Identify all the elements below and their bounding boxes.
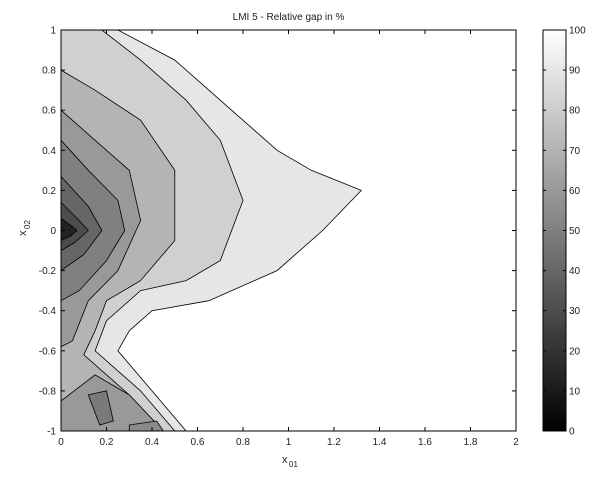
x-tick-label: 0.2 <box>100 437 114 448</box>
contour-region-50 <box>87 390 114 426</box>
x-axis-label-main: x <box>282 454 288 466</box>
colorbar-tick-label: 10 <box>569 386 581 397</box>
x-tick-label: 2 <box>513 437 519 448</box>
y-tick-label: -0.6 <box>39 346 57 357</box>
y-tick-label: 0 <box>50 226 56 237</box>
y-tick-label: -0.2 <box>39 266 57 277</box>
colorbar-tick-label: 30 <box>569 306 581 317</box>
y-axis-label-main: x <box>17 230 29 236</box>
colorbar-tick-label: 0 <box>569 427 575 438</box>
x-tick-label: 1.6 <box>418 437 432 448</box>
y-tick-label: -0.8 <box>39 386 57 397</box>
x-tick-label: 0.6 <box>191 437 205 448</box>
colorbar-tick-label: 80 <box>569 106 581 117</box>
colorbar-tick-label: 60 <box>569 186 581 197</box>
x-tick-label: 1.2 <box>327 437 341 448</box>
colorbar-ticks: 0 10 20 30 40 50 60 70 80 90 100 <box>543 26 586 438</box>
colorbar-tick-label: 50 <box>569 226 581 237</box>
y-tick-label: 0.2 <box>42 186 56 197</box>
contour-regions <box>60 29 363 432</box>
y-axis-label: x 02 <box>17 220 32 236</box>
x-tick-label: 1 <box>286 437 292 448</box>
x-axis-label: x 01 <box>282 454 298 469</box>
colorbar-tick-label: 100 <box>569 26 586 37</box>
y-axis-ticks: -1 -0.8 -0.6 -0.4 -0.2 0 0.2 0.4 0.6 0.8 1 <box>39 26 516 438</box>
x-axis-ticks: 0 0.2 0.4 0.6 0.8 1 1.2 1.4 1.6 1.8 2 <box>58 30 519 448</box>
colorbar-tick-label: 90 <box>569 66 581 77</box>
y-tick-label: -1 <box>47 427 56 438</box>
y-tick-label: 1 <box>50 26 56 37</box>
x-tick-label: 0 <box>58 437 64 448</box>
colorbar-tick-label: 40 <box>569 266 581 277</box>
y-tick-label: 0.8 <box>42 66 56 77</box>
x-tick-label: 0.8 <box>236 437 250 448</box>
y-axis-label-subscript: 02 <box>23 220 32 229</box>
y-tick-label: 0.4 <box>42 146 56 157</box>
colorbar-tick-label: 70 <box>569 146 581 157</box>
colorbar <box>542 29 567 432</box>
y-tick-label: -0.4 <box>39 306 57 317</box>
x-tick-label: 1.4 <box>373 437 387 448</box>
x-tick-label: 1.8 <box>464 437 478 448</box>
chart-title: LMI 5 - Relative gap in % <box>233 12 345 23</box>
x-axis-label-subscript: 01 <box>289 460 298 469</box>
x-tick-label: 0.4 <box>145 437 159 448</box>
y-tick-label: 0.6 <box>42 106 56 117</box>
colorbar-tick-label: 20 <box>569 346 581 357</box>
